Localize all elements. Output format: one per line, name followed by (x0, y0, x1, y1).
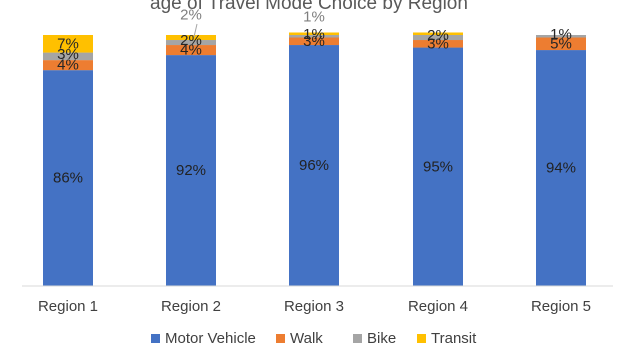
data-label-bike-4: 2% (427, 27, 449, 44)
bar-segment-bike-2 (166, 40, 216, 46)
legend-swatch-bike (353, 334, 362, 343)
leader-line-2 (193, 23, 198, 38)
bar-segment-walk-1 (43, 60, 93, 71)
data-label-motor-vehicle-3: 96% (299, 157, 329, 174)
x-tick-label: Region 5 (531, 298, 591, 315)
data-label-bike-5: 1% (550, 26, 572, 43)
data-label-transit-2: 2% (180, 7, 202, 24)
data-label-transit-3: 1% (303, 9, 325, 26)
data-label-motor-vehicle-5: 94% (546, 160, 576, 177)
data-label-walk-1: 4% (57, 57, 79, 74)
bar-segment-transit-4 (413, 32, 463, 35)
x-tick-label: Region 4 (408, 298, 468, 315)
data-label-bike-2: 2% (180, 32, 202, 49)
data-label-bike-1: 3% (57, 46, 79, 63)
bar-segment-motor-vehicle-5 (536, 50, 586, 287)
legend-label-transit: Transit (431, 330, 477, 347)
bar-segment-motor-vehicle-3 (289, 45, 339, 286)
data-labels-layer: 86%4%3%7%92%4%2%2%96%3%1%1%95%3%2%94%5%1… (53, 7, 576, 187)
x-tick-label: Region 2 (161, 298, 221, 315)
data-label-motor-vehicle-1: 86% (53, 170, 83, 187)
legend-label-walk: Walk (290, 330, 323, 347)
data-label-transit-1: 7% (57, 35, 79, 52)
x-axis-ticks: Region 1 Region 2 Region 3 Region 4 Region 5 (38, 298, 591, 315)
data-label-walk-4: 3% (427, 35, 449, 52)
bar-segment-motor-vehicle-2 (166, 55, 216, 286)
legend-swatch-motor-vehicle (151, 334, 160, 343)
bar-segment-bike-1 (43, 52, 93, 61)
bar-segment-transit-3 (289, 32, 339, 35)
bars-layer (43, 32, 586, 287)
data-label-walk-5: 5% (550, 35, 572, 52)
legend-swatch-transit (417, 334, 426, 343)
data-label-walk-3: 3% (303, 33, 325, 50)
chart-title-fragment: age of Travel Mode Choice by Region (150, 0, 468, 14)
bar-segment-walk-5 (536, 37, 586, 51)
legend-swatch-walk (276, 334, 285, 343)
data-label-walk-2: 4% (180, 42, 202, 59)
x-tick-label: Region 1 (38, 298, 98, 315)
bar-segment-motor-vehicle-4 (413, 47, 463, 286)
bar-segment-bike-3 (289, 35, 339, 38)
x-tick-label: Region 3 (284, 298, 344, 315)
bar-segment-walk-2 (166, 45, 216, 56)
bar-segment-bike-4 (413, 35, 463, 41)
data-label-motor-vehicle-4: 95% (423, 158, 453, 175)
bar-segment-motor-vehicle-1 (43, 70, 93, 286)
data-label-motor-vehicle-2: 92% (176, 162, 206, 179)
legend-label-motor-vehicle: Motor Vehicle (165, 330, 256, 347)
legend: Motor Vehicle Walk Bike Transit (151, 330, 477, 347)
bar-segment-bike-5 (536, 35, 586, 38)
bar-segment-walk-3 (289, 37, 339, 46)
legend-label-bike: Bike (367, 330, 396, 347)
bar-segment-walk-4 (413, 40, 463, 48)
bar-segment-transit-2 (166, 35, 216, 41)
bar-segment-transit-1 (43, 35, 93, 53)
data-label-bike-3: 1% (303, 26, 325, 43)
